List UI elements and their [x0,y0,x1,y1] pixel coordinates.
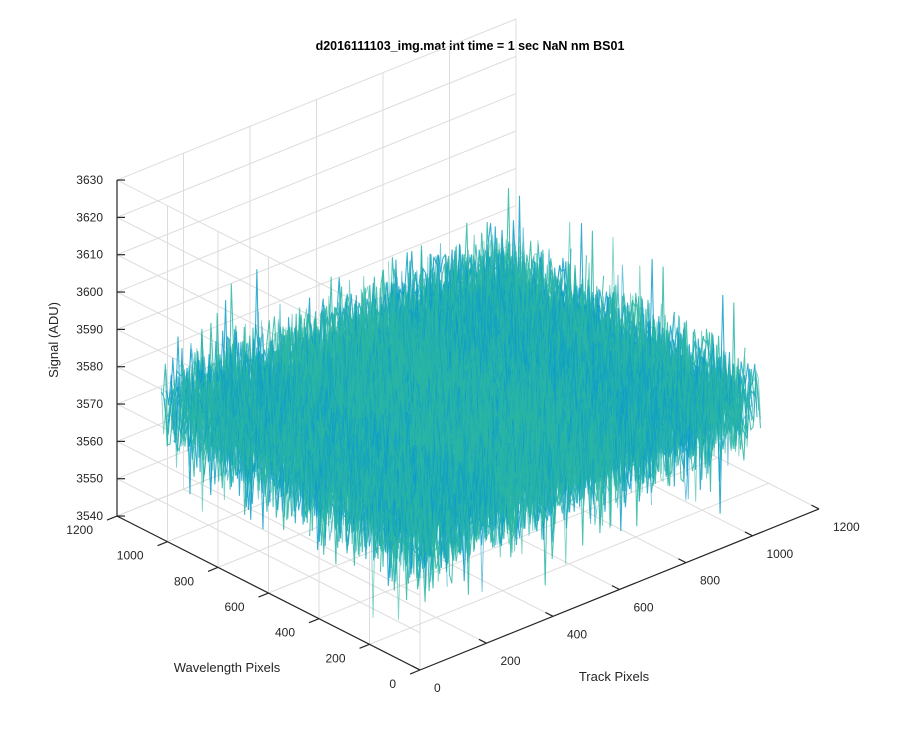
y-tick-label: 1000 [117,549,144,563]
wall-grid-line [116,55,517,218]
x-axis-label: Track Pixels [579,669,650,684]
z-tick-label: 3590 [76,322,103,336]
z-tick-label: 3560 [76,434,103,448]
z-tick-label: 3550 [76,472,103,486]
wall-grid-line [116,478,421,634]
x-tick [678,558,687,564]
y-tick [409,669,421,675]
y-tick [258,592,269,598]
z-tick-label: 3570 [76,397,103,411]
y-tick [106,515,118,521]
wall-grid-line [116,18,517,181]
wall-grid-line [116,130,517,293]
x-tick [545,611,554,617]
y-tick-label: 600 [224,600,244,614]
x-tick [412,665,421,671]
wall-grid-line [116,205,517,368]
z-axis-label: Signal (ADU) [46,302,61,378]
y-tick-label: 400 [275,626,295,640]
surface-line [160,380,421,620]
y-tick-label: 200 [325,651,345,665]
z-tick-label: 3620 [76,210,103,224]
axes-layer [106,179,820,675]
x-tick [611,585,620,591]
z-tick-label: 3610 [76,248,103,262]
x-tick-label: 1000 [767,547,794,561]
y-axis-label: Wavelength Pixels [174,660,281,675]
x-tick-label: 0 [434,681,441,695]
tick-label-layer: 3540 3550 3560 3570 3580 3590 3600 3610 3620 3630… [66,173,860,695]
y-tick [207,566,219,572]
floor-grid-line [369,482,769,645]
y-tick [157,541,168,547]
y-tick [308,618,320,624]
x-tick-label: 400 [567,627,587,641]
z-tick-label: 3580 [76,360,103,374]
chart-title: d2016111103_img.mat int time = 1 sec NaN… [316,39,625,53]
y-tick-label: 0 [389,677,396,691]
y-tick [359,643,370,649]
x-tick-label: 1200 [833,520,860,534]
x-tick [478,638,487,644]
x-tick-label: 800 [700,574,720,588]
y-tick-label: 800 [174,574,194,588]
x-tick [811,504,820,510]
x-tick-label: 600 [634,600,654,614]
z-tick-label: 3630 [76,173,103,187]
x-tick-label: 200 [501,654,521,668]
surface-line [310,298,571,509]
z-tick-label: 3540 [76,509,103,523]
y-tick-label: 1200 [66,523,93,537]
z-tick-label: 3600 [76,285,103,299]
surface-line [220,364,480,556]
wall-grid-line [116,440,421,596]
wall-grid-line [116,167,517,330]
surface-plot [160,188,762,620]
wall-grid-line [116,93,517,256]
x-tick [744,531,753,537]
surface-line [465,234,725,442]
